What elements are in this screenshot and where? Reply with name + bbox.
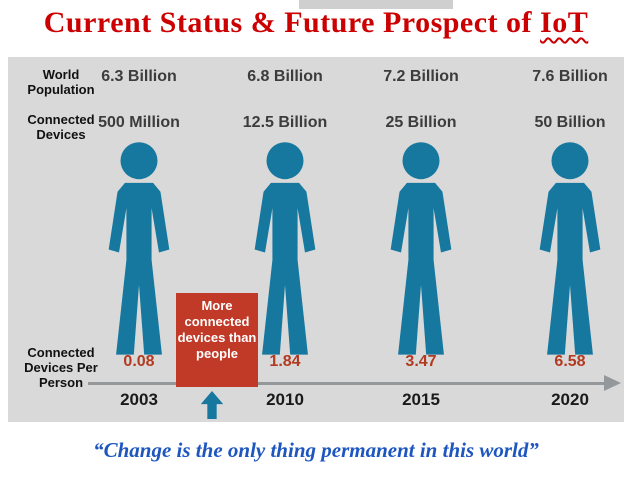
- title-iot-highlight: IoT: [540, 6, 589, 39]
- year-label-2015: 2015: [402, 390, 440, 409]
- year-label-2020: 2020: [551, 390, 589, 409]
- value-devices-2020: 50 Billion: [534, 114, 606, 131]
- person-icon: [390, 142, 452, 355]
- year-label-2003: 2003: [120, 390, 158, 409]
- timeline-arrow-icon: [604, 375, 621, 391]
- footer-quote: “Change is the only thing permanent in t…: [93, 438, 539, 462]
- row-label-connected-devices: Connected Devices: [27, 112, 95, 142]
- row-label-world-population: World Population: [27, 67, 95, 97]
- value-devices-2003: 500 Million: [98, 114, 180, 131]
- value-population-2020: 7.6 Billion: [532, 68, 608, 85]
- person-icon: [108, 142, 170, 355]
- person-icon: [254, 142, 316, 355]
- value-per-person-2015: 3.47: [405, 353, 437, 370]
- value-population-2015: 7.2 Billion: [383, 68, 459, 85]
- up-arrow-icon: [199, 391, 225, 419]
- value-per-person-2020: 6.58: [554, 353, 586, 370]
- value-devices-2010: 12.5 Billion: [242, 114, 328, 131]
- row-label-devices-per-person: Connected Devices Per Person: [24, 345, 98, 390]
- value-population-2010: 6.8 Billion: [247, 68, 323, 85]
- person-figure-2015: [380, 140, 462, 362]
- person-icon: [539, 142, 601, 355]
- page-title: Current Status & Future Prospect of IoT: [0, 6, 632, 40]
- person-figure-2003: [98, 140, 180, 362]
- callout-more-devices: More connected devices than people: [176, 293, 258, 387]
- year-label-2010: 2010: [266, 390, 304, 409]
- value-devices-2015: 25 Billion: [385, 114, 457, 131]
- timeline-axis: [88, 382, 606, 385]
- chart-panel: World Population Connected Devices Conne…: [8, 57, 624, 422]
- top-accent-bar: [299, 0, 453, 9]
- title-text: Current Status & Future Prospect of: [43, 6, 541, 39]
- value-per-person-2003: 0.08: [123, 353, 155, 370]
- value-per-person-2010: 1.84: [269, 353, 301, 370]
- person-figure-2020: [529, 140, 611, 362]
- person-figure-2010: [244, 140, 326, 362]
- value-population-2003: 6.3 Billion: [101, 68, 177, 85]
